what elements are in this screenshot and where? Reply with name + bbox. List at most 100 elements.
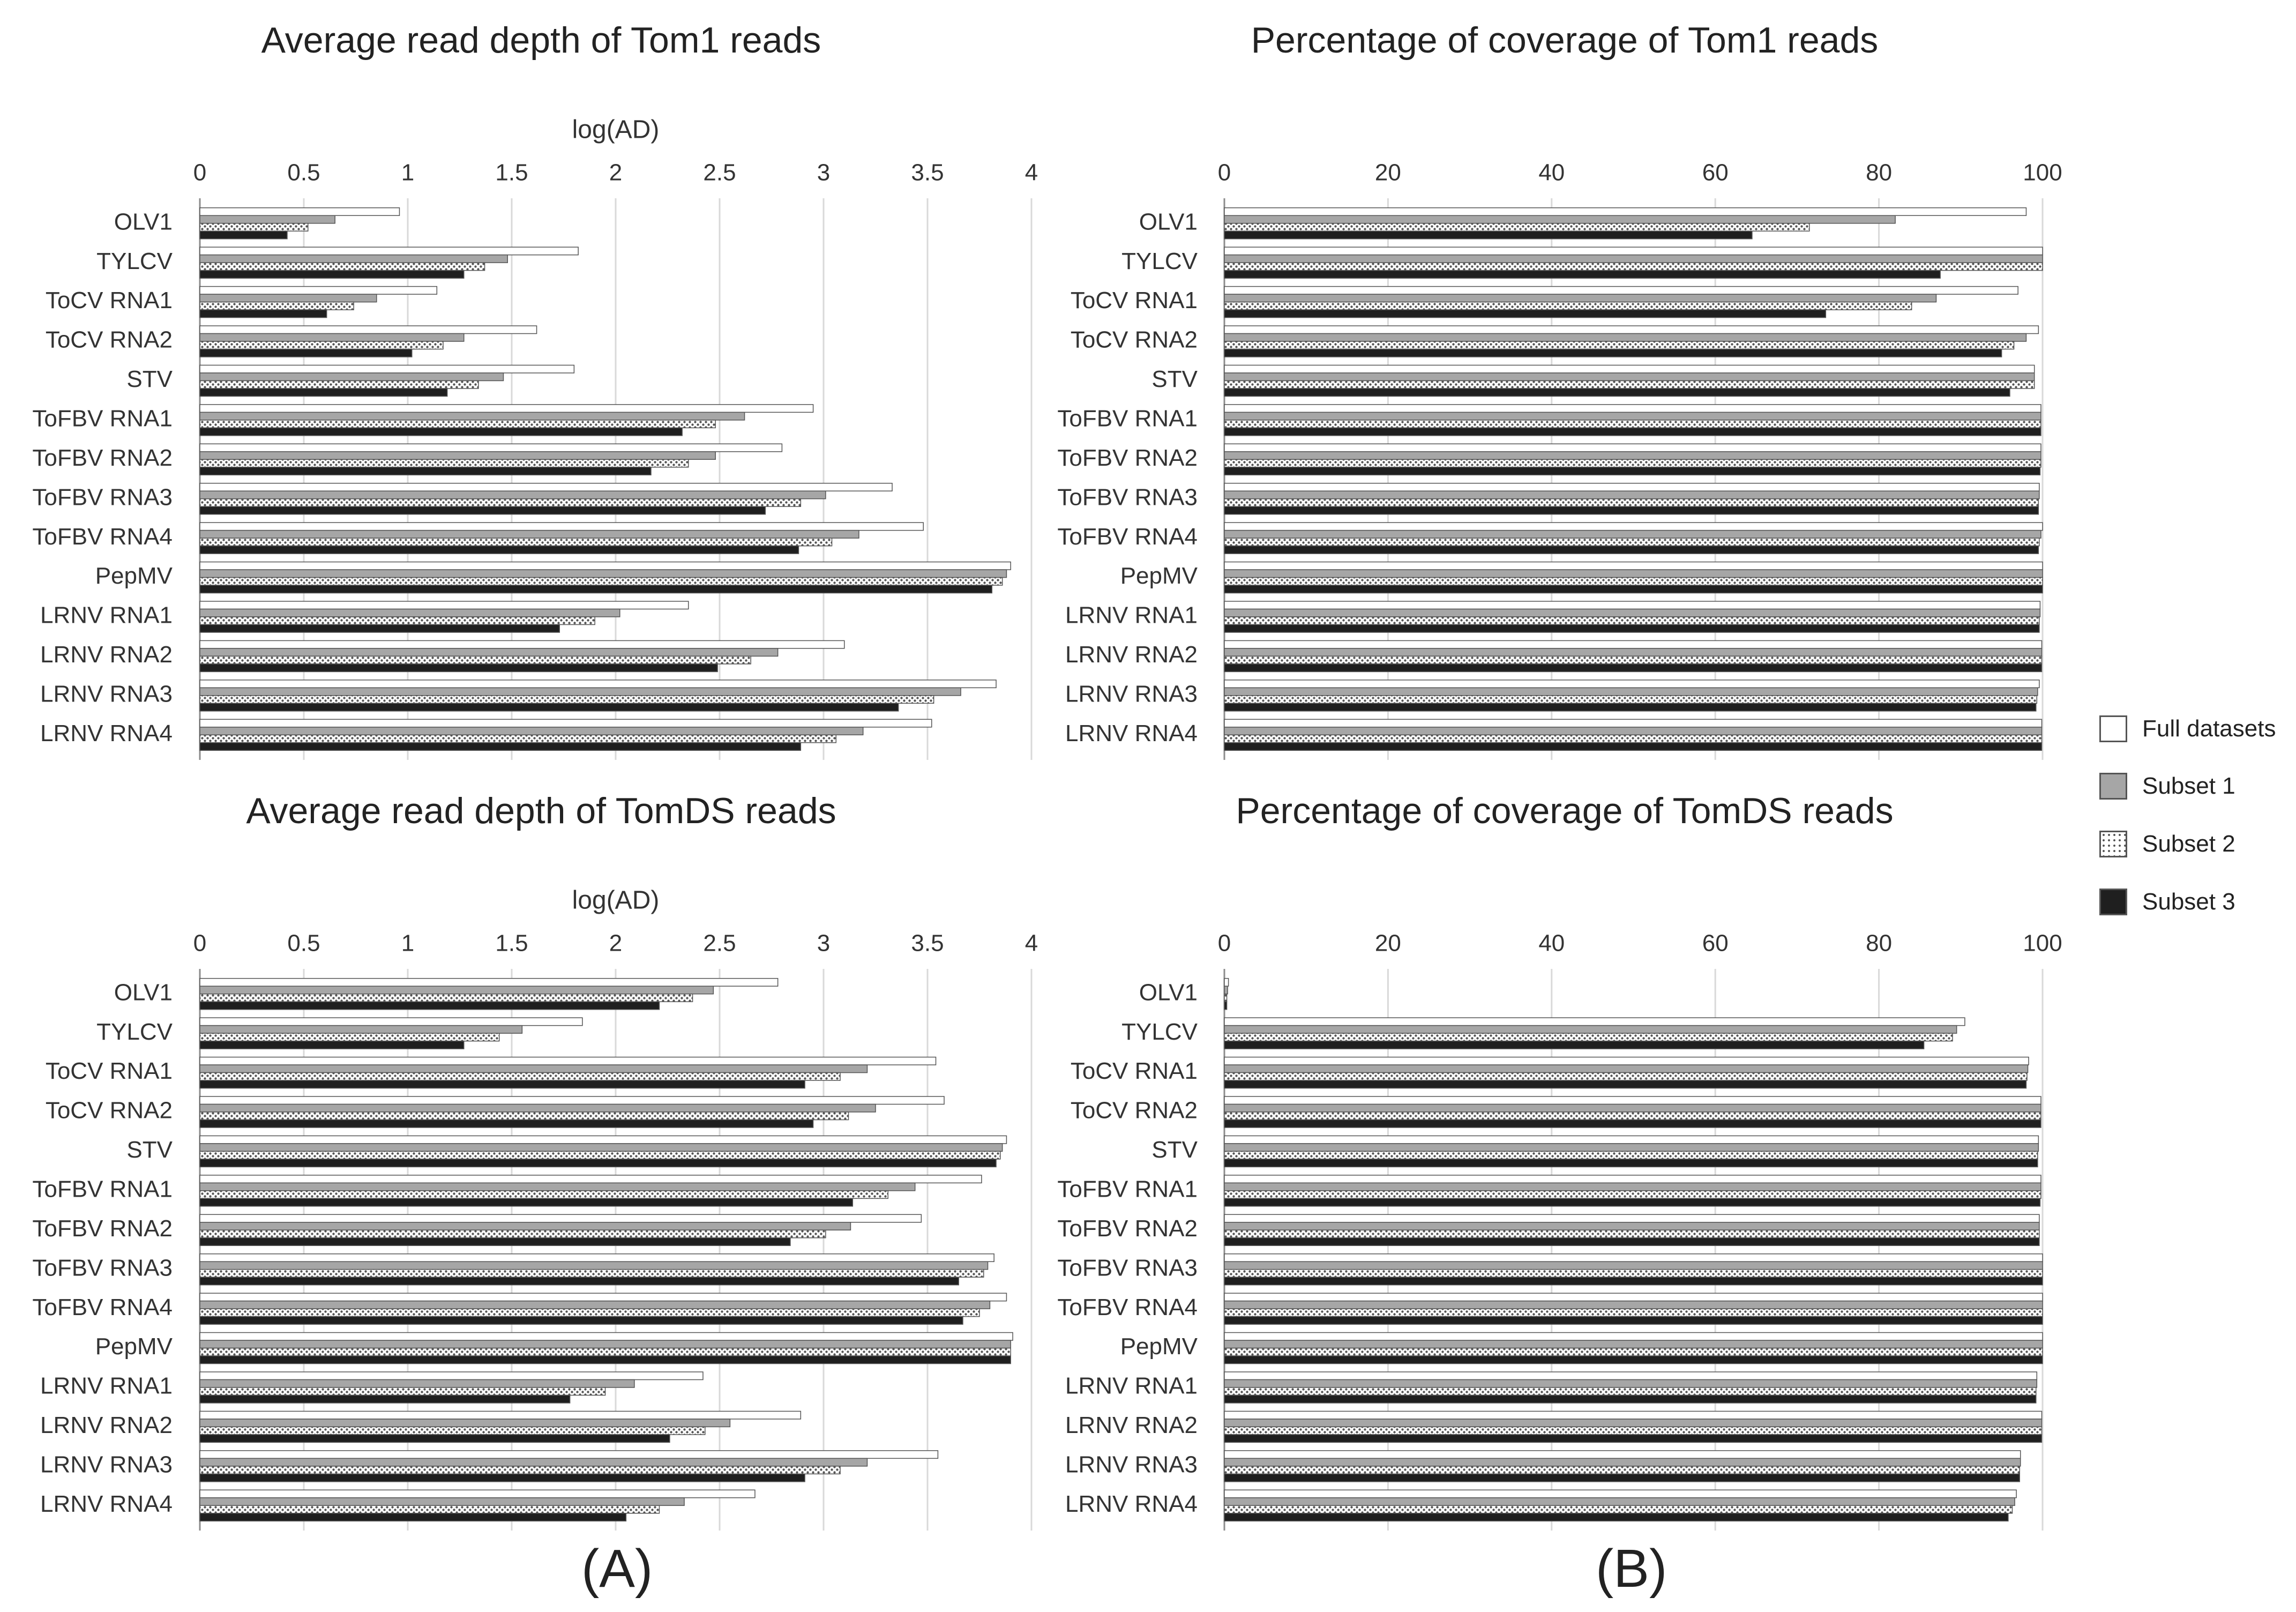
chart-1-bar-subset2	[199, 341, 444, 350]
chart-1-bar-full	[199, 286, 438, 295]
chart-1-category-label: OLV1	[114, 208, 173, 235]
chart-1-bar-subset2	[199, 577, 1003, 586]
panel-label-a: (A)	[581, 1539, 653, 1599]
chart-4-bar-subset3	[1224, 1080, 2027, 1089]
chart-1-bar-subset3	[199, 348, 413, 357]
chart-4-bar-full	[1224, 1450, 2021, 1459]
chart-3-tick-label: 3	[817, 930, 830, 957]
chart-3-category-label: TYLCV	[96, 1019, 173, 1045]
chart-1-bar-full	[199, 601, 689, 610]
chart-4-bar-subset2	[1224, 1190, 2041, 1199]
chart-1-bar-subset2	[199, 459, 689, 468]
chart-1-bar-subset3	[199, 663, 718, 673]
chart-2-bar-subset1	[1224, 608, 2041, 617]
chart-3-bar-subset1	[199, 986, 714, 995]
chart-4-tick-label: 0	[1218, 930, 1231, 957]
chart-4-tick-label: 60	[1702, 930, 1729, 957]
chart-2-bar-subset2	[1224, 538, 2040, 547]
chart-1-bar-subset1	[199, 254, 508, 263]
chart-2-bar-subset3	[1224, 467, 2041, 476]
chart-2-bar-full	[1224, 247, 2043, 256]
chart-3-bar-subset2	[199, 1347, 1011, 1356]
chart-2-bar-subset2	[1224, 420, 2041, 429]
chart-1-bar-subset1	[199, 569, 1007, 578]
chart-3-bar-subset2	[199, 1308, 980, 1317]
chart-4-category-label: ToFBV RNA3	[1057, 1255, 1198, 1281]
chart-3-bar-subset3	[199, 1434, 670, 1443]
chart-3-bar-full	[199, 1056, 937, 1065]
chart-3-bar-subset3	[199, 1394, 571, 1404]
chart-1-bar-subset1	[199, 529, 859, 539]
chart-3-category-label: LRNV RNA3	[40, 1451, 173, 1477]
chart-2-title: Percentage of coverage of Tom1 reads	[1251, 20, 1879, 61]
chart-4-bar-subset3	[1224, 1159, 2038, 1168]
chart-1-bar-full	[199, 207, 400, 216]
chart-4-tick-label: 20	[1375, 930, 1401, 957]
chart-1-bar-full	[199, 522, 924, 531]
legend-item-subset1: Subset 1	[2099, 773, 2235, 800]
chart-2-bar-subset1	[1224, 529, 2041, 539]
chart-4-bar-full	[1224, 1135, 2039, 1144]
chart-4-tick-label: 80	[1866, 930, 1892, 957]
chart-3-bar-subset2	[199, 1466, 841, 1475]
chart-3-tick-label: 0.5	[287, 930, 320, 957]
chart-3-category-label: ToFBV RNA4	[32, 1294, 173, 1320]
chart-1-bar-subset2	[199, 420, 716, 429]
chart-1-category-label: LRNV RNA3	[40, 681, 173, 707]
chart-3-bar-subset3	[199, 1119, 814, 1128]
chart-3-bar-subset1	[199, 1025, 523, 1034]
chart-2-category-label: LRNV RNA2	[1065, 641, 1198, 668]
chart-4-tick-label: 40	[1538, 930, 1565, 957]
chart-2-bar-subset2	[1224, 734, 2043, 743]
chart-1-bar-subset2	[199, 734, 837, 743]
chart-3-bar-subset1	[199, 1458, 868, 1467]
chart-4-category-label: ToFBV RNA4	[1057, 1294, 1198, 1320]
chart-3-bar-subset2	[199, 1268, 984, 1278]
chart-4-bar-subset2	[1224, 1033, 1953, 1042]
chart-4-category-label: OLV1	[1139, 979, 1198, 1005]
chart-2-bar-subset3	[1224, 348, 2002, 357]
chart-2-bar-full	[1224, 325, 2039, 334]
chart-3-bar-subset3	[199, 1159, 997, 1168]
chart-1-bar-subset3	[199, 309, 327, 318]
chart-2-bar-subset1	[1224, 727, 2043, 736]
legend-swatch-subset3	[2099, 889, 2127, 915]
chart-4-bar-subset2	[1224, 1347, 2043, 1356]
chart-1-bar-full	[199, 364, 575, 374]
chart-3-category-label: OLV1	[114, 979, 173, 1005]
chart-2-category-label: LRNV RNA3	[1065, 681, 1198, 707]
chart-3-bar-subset3	[199, 1513, 627, 1522]
chart-4-bar-subset1	[1224, 1222, 2040, 1231]
chart-3-bar-subset3	[199, 1355, 1011, 1364]
chart-3-category-label: LRNV RNA4	[40, 1491, 173, 1517]
chart-4-bar-subset1	[1224, 1340, 2043, 1349]
chart-1-bar-subset3	[199, 585, 993, 594]
chart-3-xlabel: log(AD)	[572, 886, 660, 915]
chart-3-bar-subset3	[199, 1040, 465, 1049]
chart-1-bar-subset2	[199, 301, 354, 310]
chart-3-bar-subset2	[199, 1426, 706, 1435]
chart-4-bar-subset3	[1224, 1473, 2020, 1482]
chart-3-bar-subset1	[199, 1143, 1003, 1152]
legend-label-subset1: Subset 1	[2142, 773, 2235, 799]
chart-3-bar-subset1	[199, 1103, 876, 1113]
chart-2-bar-full	[1224, 601, 2041, 610]
chart-1-category-label: ToFBV RNA4	[32, 524, 173, 550]
chart-1-category-label: PepMV	[95, 563, 173, 589]
chart-4-category-label: ToCV RNA2	[1071, 1098, 1198, 1124]
chart-2-bar-subset1	[1224, 215, 1896, 224]
panel-label-b: (B)	[1596, 1539, 1667, 1599]
chart-2-bar-subset3	[1224, 545, 2039, 554]
chart-1-bar-subset3	[199, 230, 288, 240]
chart-2-bar-subset1	[1224, 412, 2041, 421]
chart-1-bar-subset3	[199, 270, 465, 279]
chart-2-bar-subset3	[1224, 230, 1753, 240]
chart-3-bar-subset3	[199, 1001, 660, 1010]
chart-4-bar-subset1	[1224, 1458, 2021, 1467]
chart-1-bar-subset2	[199, 380, 479, 389]
chart-4-bar-subset2	[1224, 1111, 2041, 1121]
chart-3-bar-subset1	[199, 1340, 1011, 1349]
chart-1-bar-subset2	[199, 695, 934, 704]
chart-4-bar-subset2	[1224, 1505, 2013, 1514]
